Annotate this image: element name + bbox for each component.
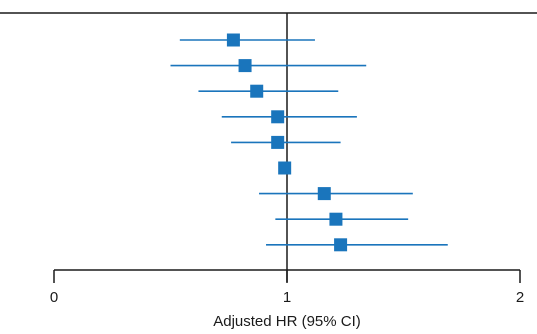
estimate-row bbox=[266, 238, 448, 252]
hr-marker bbox=[271, 135, 285, 149]
estimate-row bbox=[179, 33, 315, 47]
x-axis-title: Adjusted HR (95% CI) bbox=[213, 313, 361, 330]
hr-marker bbox=[238, 59, 252, 73]
estimate-row bbox=[198, 84, 339, 98]
hr-marker bbox=[250, 84, 264, 98]
hr-marker bbox=[317, 187, 331, 201]
hr-marker bbox=[271, 110, 285, 124]
estimate-row bbox=[259, 187, 413, 201]
estimate-row bbox=[231, 135, 341, 149]
estimate-row bbox=[275, 212, 409, 226]
x-tick-label: 0 bbox=[50, 289, 58, 306]
hr-marker bbox=[226, 33, 240, 47]
x-tick-label: 2 bbox=[516, 289, 524, 306]
estimate-row bbox=[278, 161, 292, 175]
hr-marker bbox=[334, 238, 348, 252]
estimate-row bbox=[170, 59, 367, 73]
estimates-group bbox=[170, 33, 448, 252]
x-tick-label: 1 bbox=[283, 289, 291, 306]
hr-marker bbox=[329, 212, 343, 226]
estimate-row bbox=[221, 110, 357, 124]
hr-marker bbox=[278, 161, 292, 175]
x-axis-ticks: 0 1 2 bbox=[50, 270, 524, 306]
